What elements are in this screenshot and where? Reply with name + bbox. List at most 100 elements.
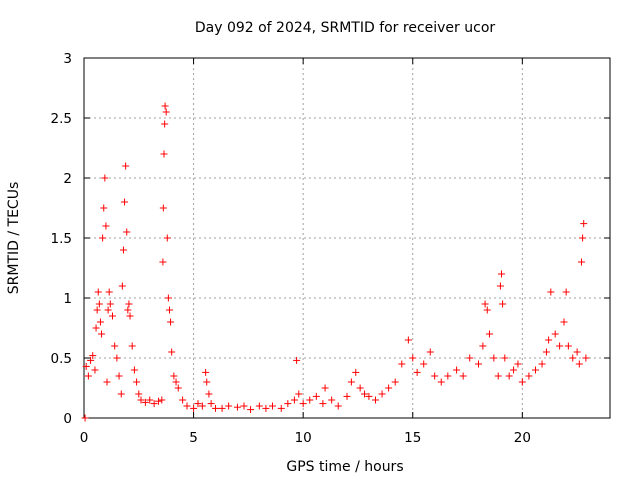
data-point [494, 372, 502, 380]
data-point [481, 300, 489, 308]
data-point [312, 392, 320, 400]
data-point [398, 360, 406, 368]
chart-title: Day 092 of 2024, SRMTID for receiver uco… [195, 20, 496, 36]
data-point [240, 402, 248, 410]
data-point [538, 360, 546, 368]
data-point [420, 360, 428, 368]
data-point [578, 258, 586, 266]
data-point [155, 397, 163, 405]
data-point [207, 400, 215, 408]
data-point [531, 366, 539, 374]
data-point [295, 390, 303, 398]
data-point [284, 400, 292, 408]
data-point [319, 400, 327, 408]
data-point [146, 396, 154, 404]
data-point [108, 312, 116, 320]
data-point [562, 288, 570, 296]
grid-lines [84, 58, 610, 418]
data-point [205, 390, 213, 398]
data-point [118, 282, 126, 290]
data-point [159, 258, 167, 266]
data-point [137, 396, 145, 404]
data-point [172, 378, 180, 386]
data-point [111, 342, 119, 350]
data-point [162, 108, 170, 116]
data-point [525, 372, 533, 380]
data-point [104, 306, 112, 314]
data-point [352, 368, 360, 376]
data-point [100, 204, 108, 212]
data-point [385, 384, 393, 392]
data-point [119, 246, 127, 254]
data-point [356, 384, 364, 392]
x-tick-label: 10 [295, 430, 312, 446]
data-point [564, 342, 572, 350]
data-point [413, 368, 421, 376]
data-point [378, 390, 386, 398]
data-point [485, 330, 493, 338]
data-point [87, 356, 95, 364]
data-point [255, 402, 263, 410]
data-point [409, 354, 417, 362]
y-tick-label: 0 [63, 411, 72, 427]
data-point [105, 288, 113, 296]
data-point [158, 396, 166, 404]
data-point [569, 354, 577, 362]
data-point [95, 300, 103, 308]
data-point [194, 400, 202, 408]
data-point [542, 348, 550, 356]
data-point [125, 300, 133, 308]
axis-ticks [83, 57, 610, 419]
data-point [293, 356, 301, 364]
data-point [198, 402, 206, 410]
data-point [347, 378, 355, 386]
data-point [545, 336, 553, 344]
data-point [92, 324, 100, 332]
y-tick-label: 2 [63, 171, 72, 187]
data-point [81, 414, 89, 422]
data-point [163, 234, 171, 242]
data-point [328, 396, 336, 404]
data-point [501, 354, 509, 362]
data-point [159, 204, 167, 212]
data-point [343, 392, 351, 400]
x-tick-label: 20 [514, 430, 531, 446]
data-point [299, 400, 307, 408]
y-axis-label: SRMTID / TECUs [6, 182, 22, 295]
data-point [203, 378, 211, 386]
y-tick-label: 1.5 [51, 231, 72, 247]
data-point [167, 318, 175, 326]
data-point [479, 342, 487, 350]
data-point [103, 378, 111, 386]
y-tick-label: 0.5 [51, 351, 72, 367]
data-point [93, 306, 101, 314]
data-point [141, 398, 149, 406]
data-point [277, 404, 285, 412]
data-point [133, 378, 141, 386]
data-point [174, 384, 182, 392]
data-point [582, 354, 590, 362]
data-point [91, 366, 99, 374]
data-point [179, 396, 187, 404]
data-point [135, 390, 143, 398]
data-point [444, 372, 452, 380]
y-tick-label: 3 [63, 51, 72, 67]
y-tick-label: 1 [63, 291, 72, 307]
data-point [84, 372, 92, 380]
data-point [89, 352, 97, 360]
x-tick-label: 15 [404, 430, 421, 446]
data-point [365, 392, 373, 400]
data-point [514, 360, 522, 368]
data-point [262, 404, 270, 412]
data-point [113, 354, 121, 362]
data-point [183, 402, 191, 410]
x-tick-label: 5 [189, 430, 198, 446]
data-point [98, 330, 106, 338]
data-point [391, 378, 399, 386]
data-point [498, 270, 506, 278]
data-point [126, 312, 134, 320]
data-point [556, 342, 564, 350]
data-point [579, 234, 587, 242]
data-point [290, 396, 298, 404]
data-point [130, 366, 138, 374]
